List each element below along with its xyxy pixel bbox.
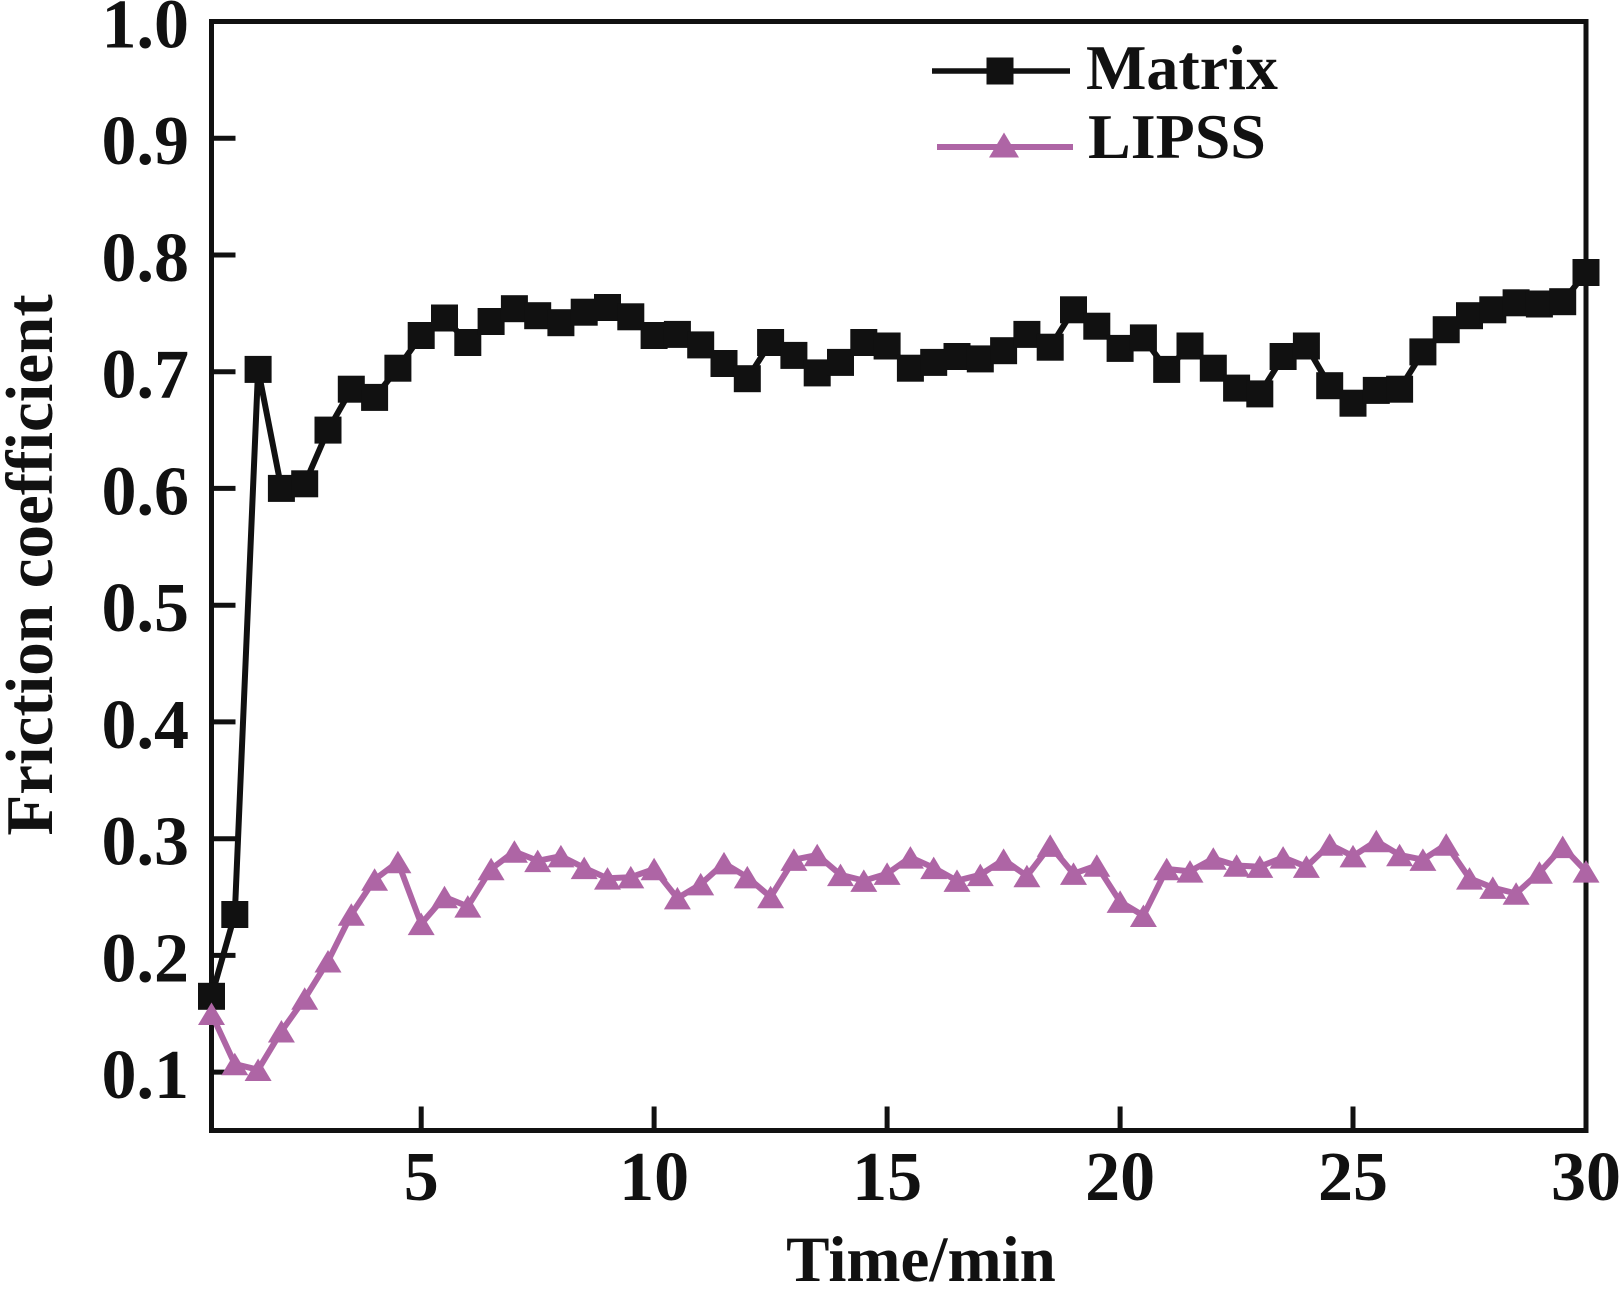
svg-text:20: 20 [1085,1139,1155,1216]
svg-text:0.7: 0.7 [102,337,190,414]
svg-text:10: 10 [619,1139,689,1216]
svg-text:LIPSS: LIPSS [1088,101,1266,172]
svg-text:0.1: 0.1 [102,1037,190,1114]
svg-text:0.3: 0.3 [102,804,190,881]
svg-text:0.2: 0.2 [102,920,190,997]
svg-text:15: 15 [852,1139,922,1216]
svg-text:0.8: 0.8 [102,220,190,297]
svg-text:25: 25 [1318,1139,1388,1216]
svg-text:1.0: 1.0 [102,0,190,64]
svg-text:Matrix: Matrix [1086,32,1278,103]
svg-text:0.6: 0.6 [102,453,190,530]
svg-text:30: 30 [1551,1139,1621,1216]
svg-text:5: 5 [404,1139,439,1216]
svg-text:0.4: 0.4 [102,687,190,764]
svg-text:0.5: 0.5 [102,570,190,647]
svg-text:Time/min: Time/min [786,1224,1056,1284]
svg-text:Friction coefficient: Friction coefficient [0,294,67,836]
svg-text:0.9: 0.9 [102,103,190,180]
